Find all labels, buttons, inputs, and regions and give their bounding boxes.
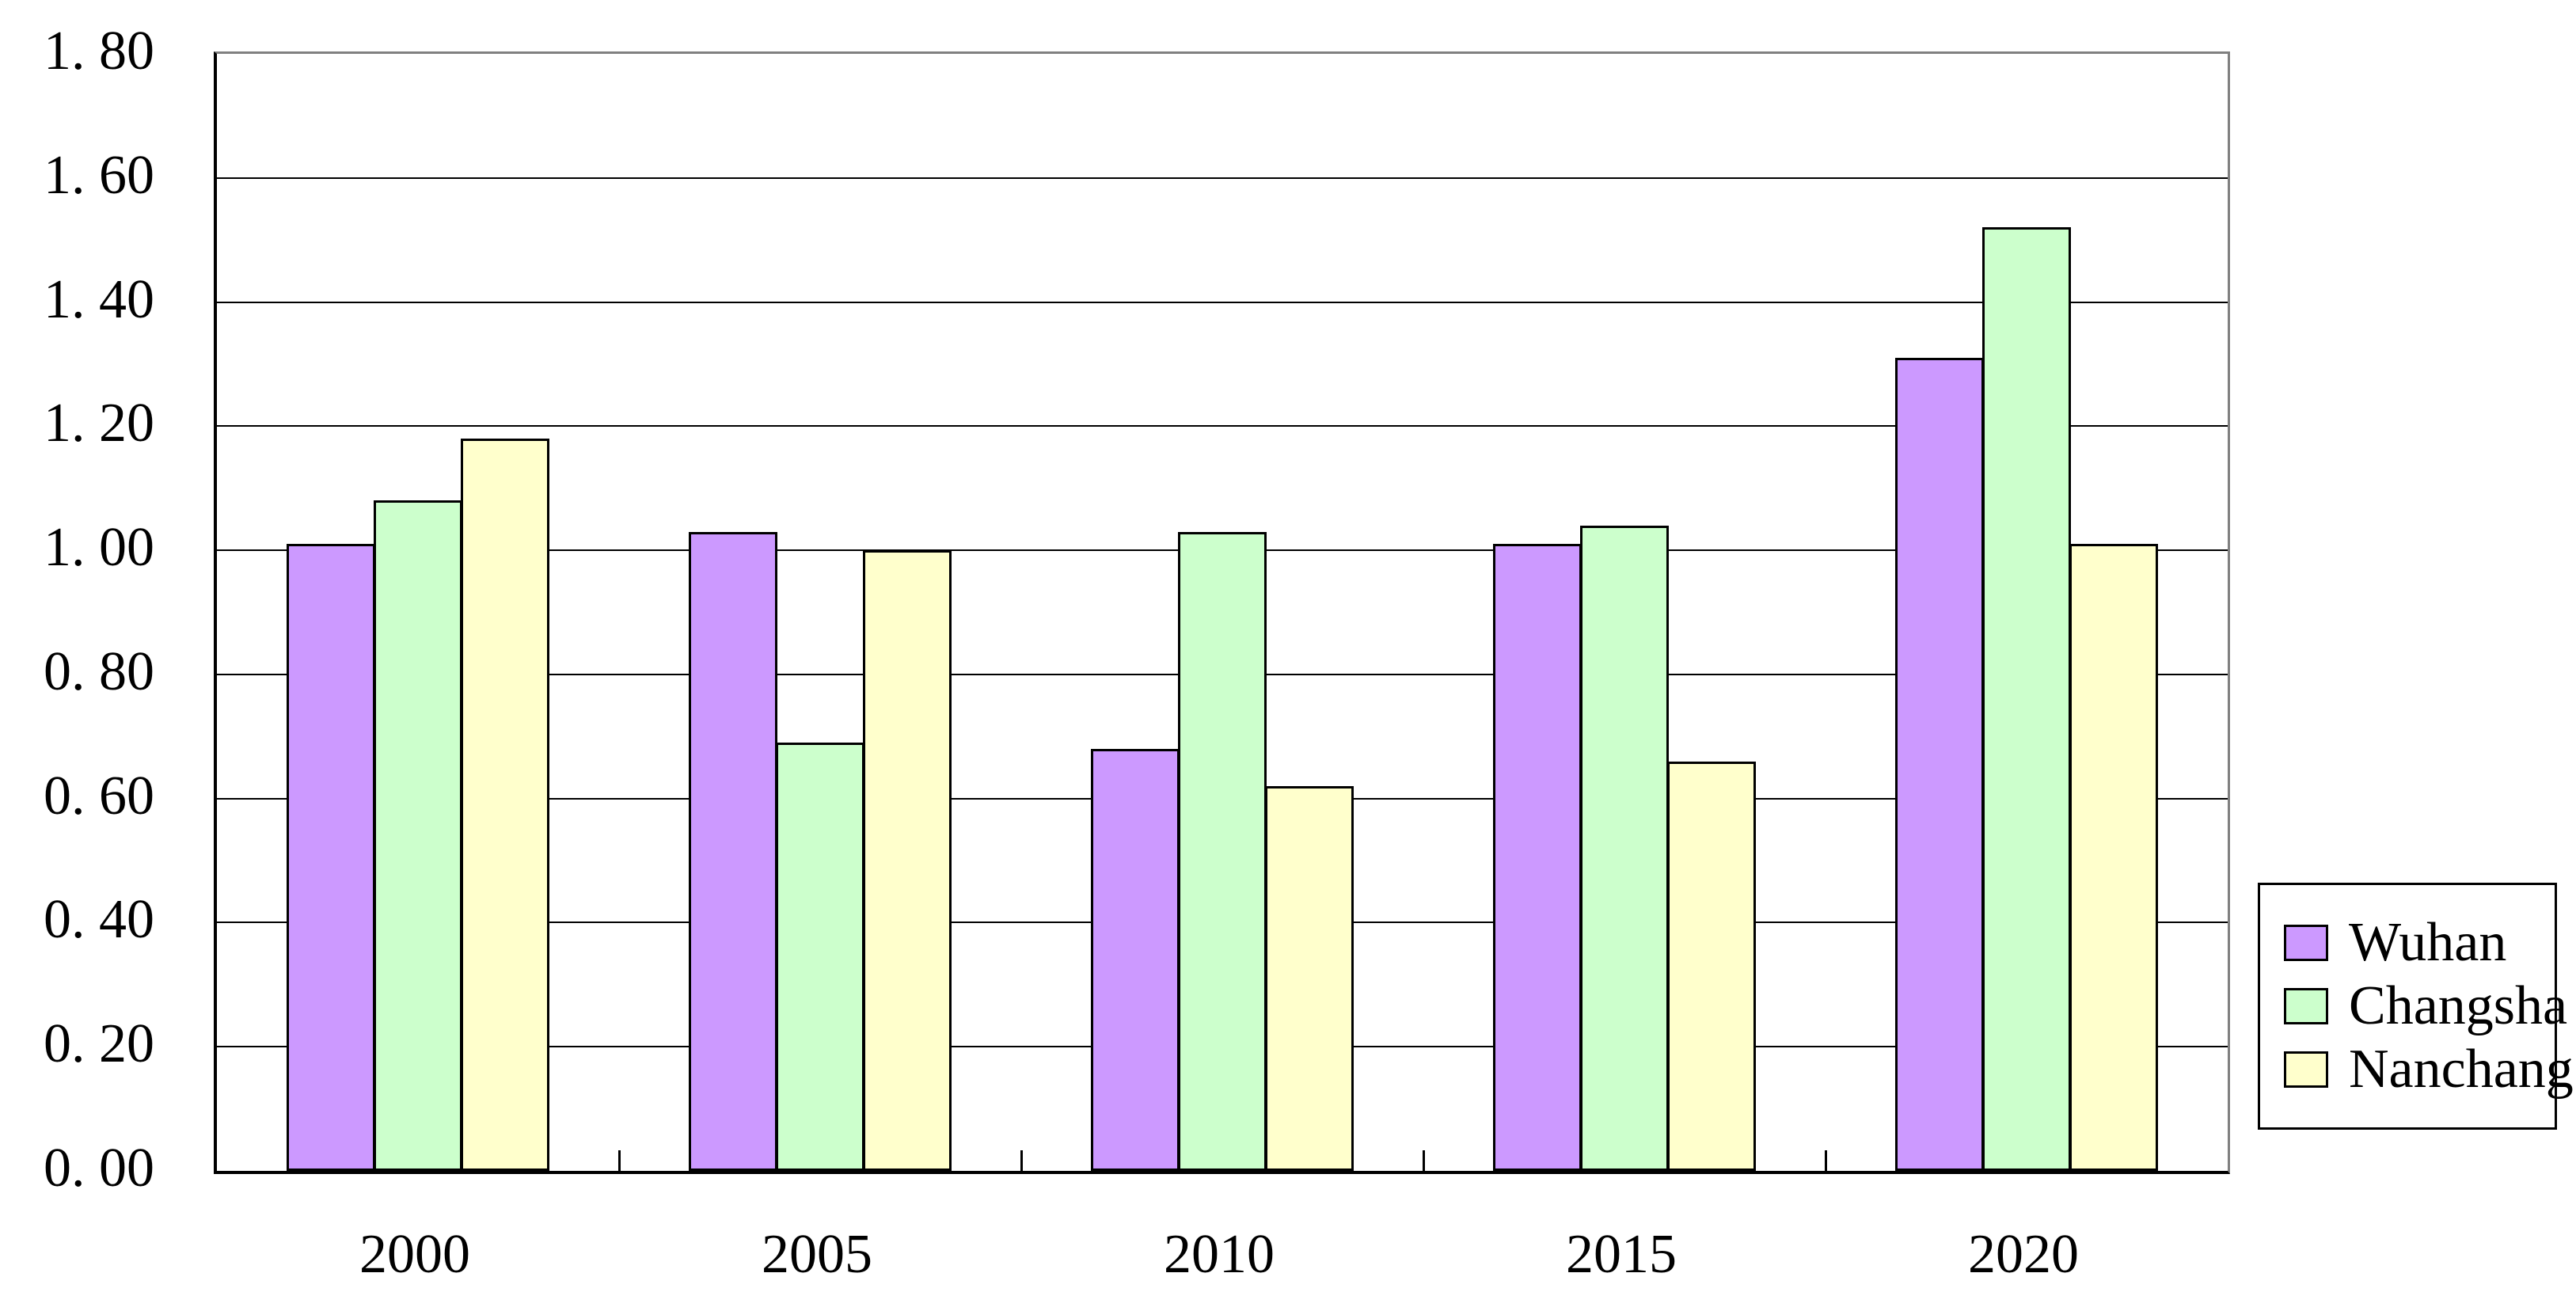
bar-wuhan-2005 bbox=[689, 532, 777, 1171]
y-tick-label-0.00: 0. 00 bbox=[44, 1138, 154, 1199]
x-tick-label-2000: 2000 bbox=[359, 1224, 470, 1285]
y-tick-label-1.40: 1. 40 bbox=[44, 269, 154, 330]
legend-label: Changsha bbox=[2349, 975, 2568, 1036]
category-tick bbox=[1423, 1150, 1425, 1171]
bar-wuhan-2015 bbox=[1493, 544, 1582, 1171]
bar-nanchang-2020 bbox=[2069, 544, 2158, 1171]
y-tick-label-1.20: 1. 20 bbox=[44, 393, 154, 454]
bar-changsha-2000 bbox=[374, 500, 462, 1171]
bar-changsha-2010 bbox=[1178, 532, 1267, 1171]
y-tick-label-0.60: 0. 60 bbox=[44, 766, 154, 826]
legend-item-changsha: Changsha bbox=[2284, 978, 2567, 1034]
legend-swatch-wuhan bbox=[2284, 925, 2328, 961]
bar-nanchang-2015 bbox=[1667, 762, 1756, 1171]
legend: Wuhan Changsha Nanchang bbox=[2258, 883, 2574, 1130]
legend-label: Nanchang bbox=[2349, 1039, 2574, 1100]
gridline bbox=[217, 177, 2228, 179]
category-tick bbox=[1825, 1150, 1827, 1171]
bar-changsha-2015 bbox=[1580, 526, 1669, 1171]
bar-wuhan-2020 bbox=[1895, 358, 1984, 1171]
x-tick-label-2020: 2020 bbox=[1968, 1224, 2079, 1285]
gridline bbox=[217, 301, 2228, 303]
plot-area bbox=[214, 51, 2230, 1174]
legend-item-nanchang: Nanchang bbox=[2284, 1042, 2574, 1097]
legend-swatch-nanchang bbox=[2284, 1051, 2328, 1088]
x-tick-label-2010: 2010 bbox=[1164, 1224, 1275, 1285]
y-tick-label-0.80: 0. 80 bbox=[44, 641, 154, 702]
legend-swatch-changsha bbox=[2284, 988, 2328, 1024]
category-tick bbox=[1020, 1150, 1023, 1171]
gridline bbox=[217, 425, 2228, 428]
y-tick-label-1.60: 1. 60 bbox=[44, 145, 154, 206]
legend-item-wuhan: Wuhan bbox=[2284, 915, 2534, 971]
category-tick bbox=[618, 1150, 621, 1171]
bar-wuhan-2000 bbox=[287, 544, 375, 1171]
bar-nanchang-2005 bbox=[863, 550, 952, 1171]
y-tick-label-1.80: 1. 80 bbox=[44, 21, 154, 82]
y-tick-label-1.00: 1. 00 bbox=[44, 517, 154, 578]
bar-nanchang-2010 bbox=[1265, 786, 1354, 1171]
y-tick-label-0.20: 0. 20 bbox=[44, 1013, 154, 1074]
x-tick-label-2015: 2015 bbox=[1566, 1224, 1677, 1285]
bar-nanchang-2000 bbox=[461, 439, 549, 1171]
bar-changsha-2005 bbox=[776, 743, 864, 1171]
x-tick-label-2005: 2005 bbox=[762, 1224, 872, 1285]
legend-label: Wuhan bbox=[2349, 912, 2507, 973]
bar-changsha-2020 bbox=[1982, 227, 2071, 1171]
y-tick-label-0.40: 0. 40 bbox=[44, 889, 154, 950]
bar-wuhan-2010 bbox=[1091, 749, 1180, 1171]
